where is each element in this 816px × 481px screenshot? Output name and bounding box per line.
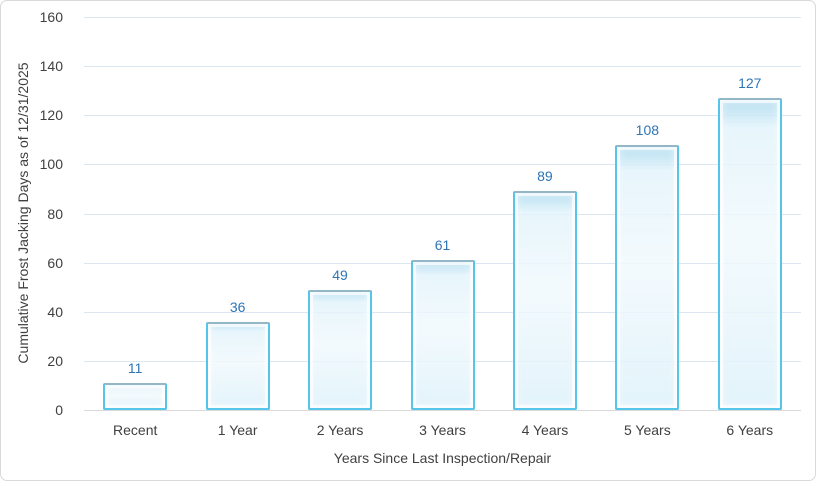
x-axis-title: Years Since Last Inspection/Repair	[333, 450, 552, 466]
bar-value-label: 108	[635, 121, 660, 138]
y-tick-label: 60	[47, 254, 63, 271]
bar	[717, 98, 782, 410]
x-category-label: Recent	[113, 422, 158, 438]
gridline	[84, 164, 801, 166]
bar	[205, 321, 270, 410]
x-axis-line	[84, 410, 801, 411]
x-category-label: 2 Years	[316, 422, 364, 438]
y-tick-label: 140	[39, 58, 63, 75]
y-tick-label: 40	[47, 303, 63, 320]
bar-value-label: 61	[434, 237, 451, 254]
x-category-label: 5 Years	[623, 422, 671, 438]
y-tick-label: 100	[39, 156, 63, 173]
bar	[512, 191, 577, 410]
bar	[308, 289, 373, 410]
bar-value-label: 11	[127, 359, 143, 376]
bar	[615, 144, 680, 410]
y-tick-label: 80	[47, 205, 63, 222]
y-tick-label: 120	[39, 107, 63, 124]
y-tick-label: 0	[55, 402, 63, 418]
gridline	[84, 66, 801, 68]
gridline	[84, 213, 801, 215]
bar-value-label: 36	[229, 298, 246, 315]
bar-value-label: 89	[537, 168, 553, 185]
y-tick-label: 20	[47, 352, 63, 369]
bar-value-label: 127	[738, 75, 762, 92]
y-tick-label: 160	[39, 9, 63, 25]
gridline	[84, 115, 801, 117]
x-category-label: 6 Years	[726, 422, 774, 438]
bar	[410, 260, 475, 410]
x-category-label: 4 Years	[521, 422, 569, 438]
x-category-label: 3 Years	[419, 422, 466, 438]
bar-value-label: 49	[332, 266, 348, 283]
x-category-label: 1 Year	[217, 422, 258, 438]
gridline	[84, 17, 801, 18]
bar	[103, 382, 168, 410]
